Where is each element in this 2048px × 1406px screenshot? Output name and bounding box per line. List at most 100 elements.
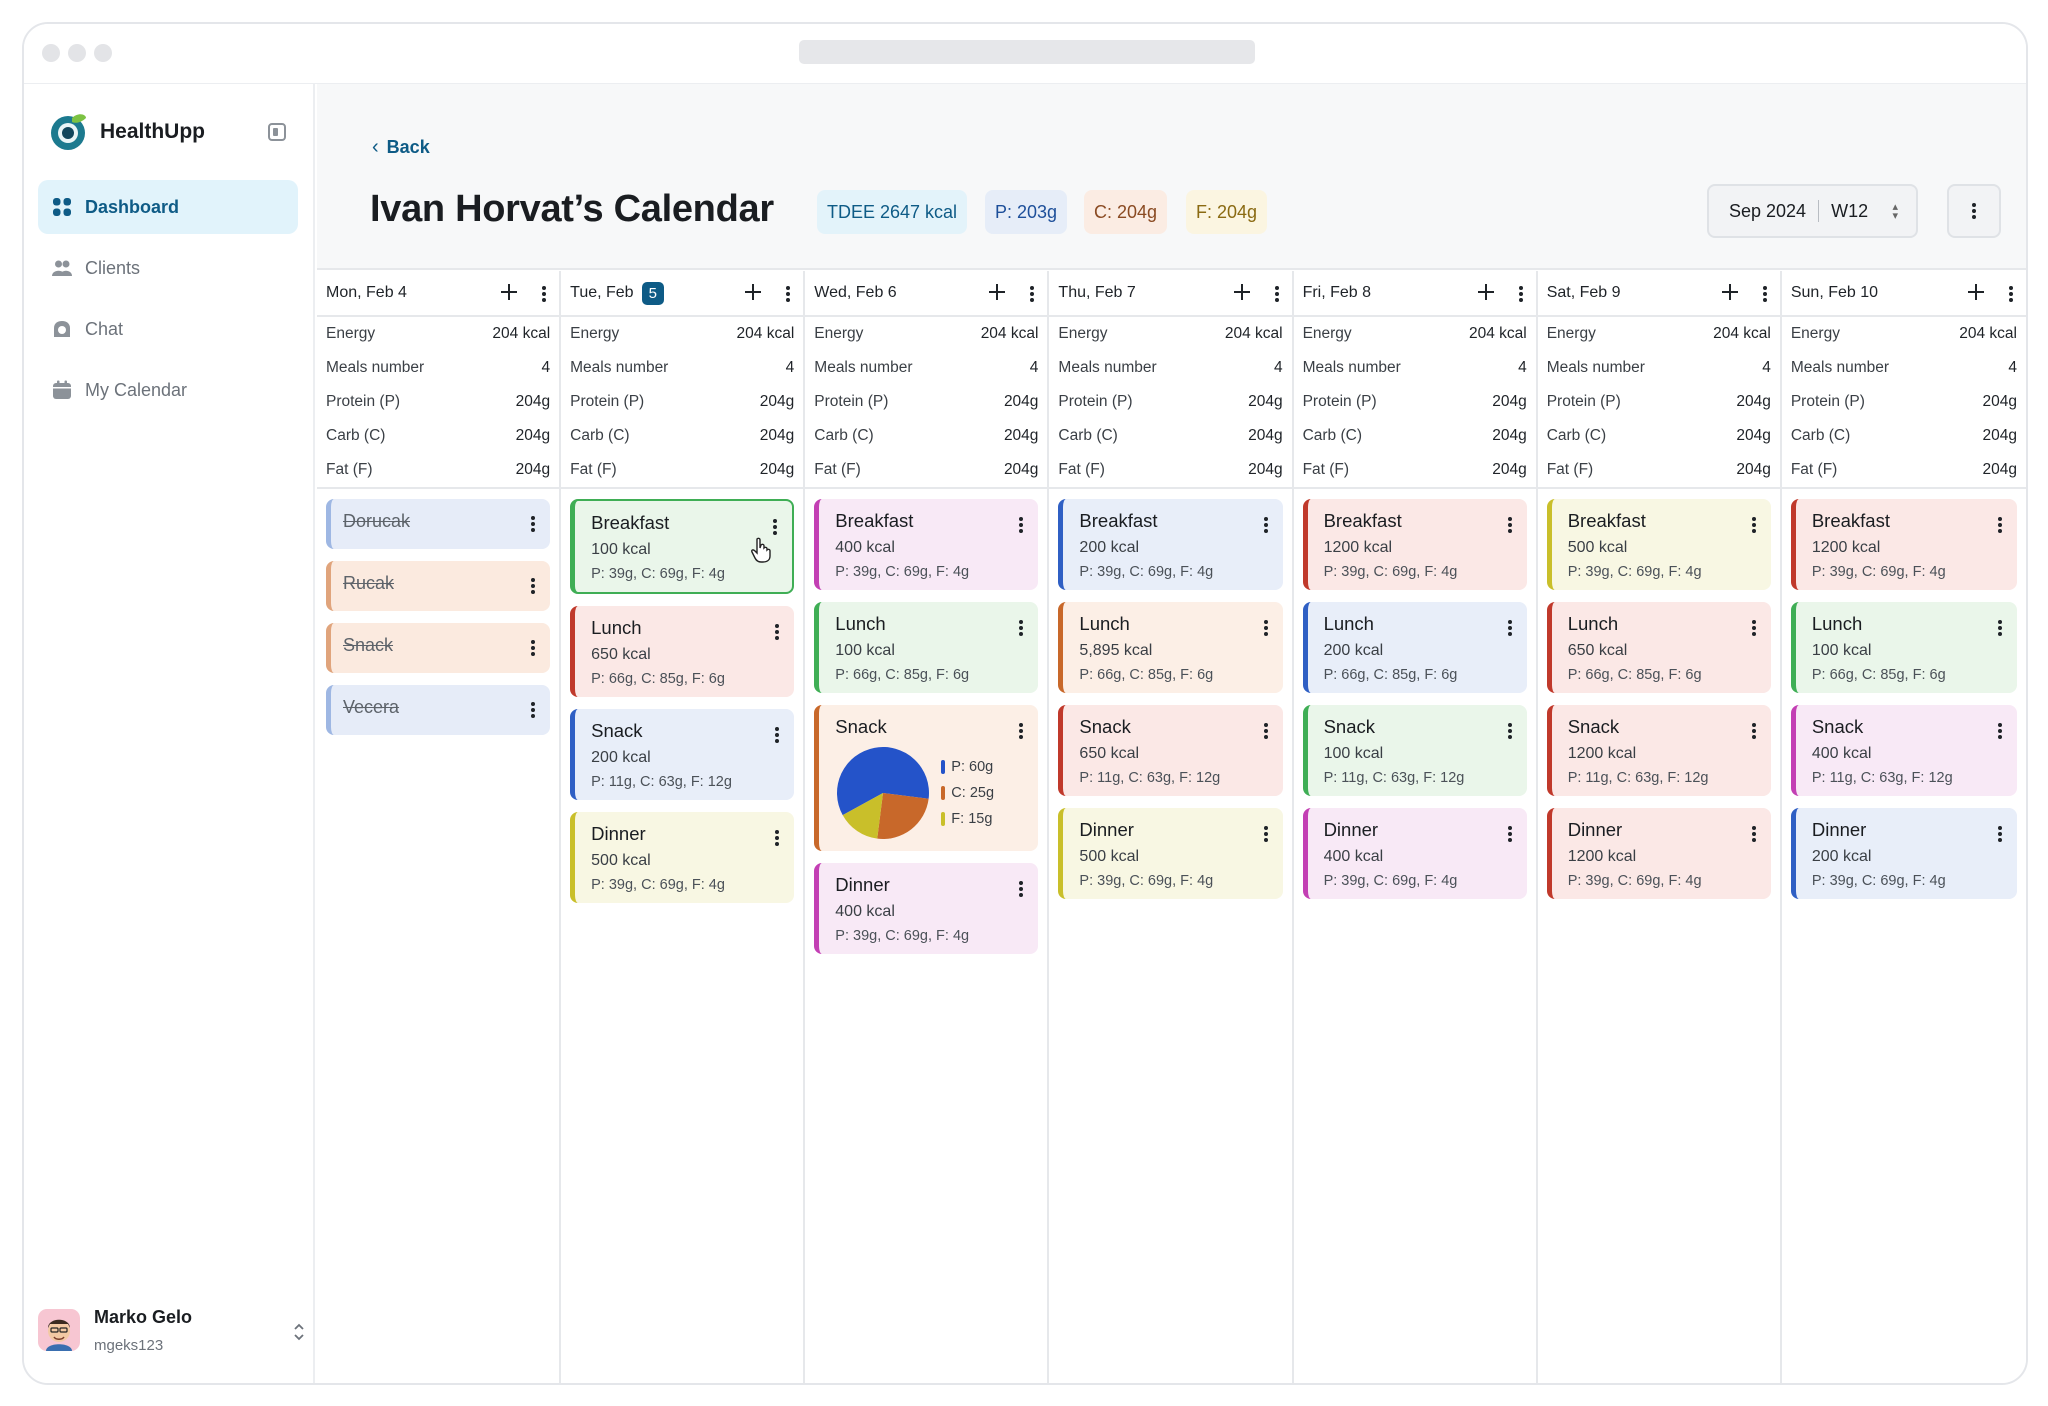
day-options-icon[interactable] (1760, 284, 1770, 304)
minimize-window-dot[interactable] (68, 44, 86, 62)
add-meal-icon[interactable] (1966, 282, 1986, 302)
meal-card[interactable]: Vecera (326, 685, 551, 735)
meal-options-icon[interactable] (1995, 721, 2005, 741)
stat-label: Protein (P) (326, 393, 401, 410)
meal-card[interactable]: Lunch 650 kcal P: 66g, C: 85g, F: 6g (1546, 602, 1771, 693)
add-meal-icon[interactable] (1720, 282, 1740, 302)
day-options-icon[interactable] (2006, 284, 2016, 304)
meal-card[interactable]: Breakfast 100 kcal P: 39g, C: 69g, F: 4g (570, 499, 795, 594)
add-meal-icon[interactable] (499, 282, 519, 302)
add-meal-icon[interactable] (1232, 282, 1252, 302)
meal-card[interactable]: Snack 100 kcal P: 11g, C: 63g, F: 12g (1302, 705, 1527, 796)
meal-options-icon[interactable] (1016, 618, 1026, 638)
protein-badge: P: 203g (985, 190, 1068, 234)
sidebar-item-clients[interactable]: Clients (38, 241, 298, 295)
meal-options-icon[interactable] (1505, 515, 1515, 535)
day-options-icon[interactable] (1272, 284, 1282, 304)
meal-options-icon[interactable] (1261, 618, 1271, 638)
meal-options-icon[interactable] (528, 576, 538, 596)
close-window-dot[interactable] (42, 44, 60, 62)
meal-card[interactable]: Lunch 100 kcal P: 66g, C: 85g, F: 6g (1790, 602, 2017, 693)
meal-kcal: 400 kcal (1811, 745, 1872, 762)
meal-options-icon[interactable] (1505, 618, 1515, 638)
meal-card[interactable]: Breakfast 500 kcal P: 39g, C: 69g, F: 4g (1546, 499, 1771, 590)
sidebar-item-dashboard[interactable]: Dashboard (38, 180, 298, 234)
meal-card[interactable]: Dinner 1200 kcal P: 39g, C: 69g, F: 4g (1546, 808, 1771, 899)
meal-card[interactable]: Lunch 5,895 kcal P: 66g, C: 85g, F: 6g (1058, 602, 1283, 693)
meal-card[interactable]: Breakfast 200 kcal P: 39g, C: 69g, F: 4g (1058, 499, 1283, 590)
stat-row: Energy 204 kcal (1303, 317, 1527, 351)
meal-options-icon[interactable] (1995, 824, 2005, 844)
add-meal-icon[interactable] (987, 282, 1007, 302)
meal-options-icon[interactable] (1016, 515, 1026, 535)
stat-value: 204g (759, 393, 795, 410)
meal-options-icon[interactable] (1016, 721, 1026, 741)
day-options-icon[interactable] (1516, 284, 1526, 304)
meal-card[interactable]: Snack 1200 kcal P: 11g, C: 63g, F: 12g (1546, 705, 1771, 796)
sidebar-item-chat[interactable]: Chat (38, 302, 298, 356)
add-meal-icon[interactable] (1476, 282, 1496, 302)
meal-options-icon[interactable] (528, 514, 538, 534)
meal-options-icon[interactable] (772, 828, 782, 848)
meal-options-icon[interactable] (770, 517, 780, 537)
back-link[interactable]: ‹ Back (372, 136, 430, 159)
stat-value: 204g (1736, 461, 1771, 478)
meal-card[interactable]: Snack 400 kcal P: 11g, C: 63g, F: 12g (1790, 705, 2017, 796)
meal-options-icon[interactable] (772, 622, 782, 642)
meal-card[interactable]: Snack 650 kcal P: 11g, C: 63g, F: 12g (1058, 705, 1283, 796)
meal-options-icon[interactable] (1261, 824, 1271, 844)
meal-card[interactable]: Snack P: 60g C: 25g F: 15g (814, 705, 1039, 851)
meal-options-icon[interactable] (1505, 721, 1515, 741)
address-bar[interactable] (799, 40, 1255, 64)
meal-card[interactable]: Snack (326, 623, 551, 673)
day-options-icon[interactable] (539, 284, 549, 304)
meal-options-icon[interactable] (1505, 824, 1515, 844)
meal-card[interactable]: Breakfast 1200 kcal P: 39g, C: 69g, F: 4g (1302, 499, 1527, 590)
meal-card[interactable]: Dinner 500 kcal P: 39g, C: 69g, F: 4g (1058, 808, 1283, 899)
meal-name: Dinner (1567, 819, 1623, 840)
meal-options-icon[interactable] (1016, 879, 1026, 899)
meal-card[interactable]: Dorucak (326, 499, 551, 549)
meal-options-icon[interactable] (1261, 721, 1271, 741)
meal-options-icon[interactable] (1749, 618, 1759, 638)
day-options-icon[interactable] (783, 284, 793, 304)
stat-row: Fat (F) 204g (326, 453, 550, 487)
meal-card[interactable]: Lunch 100 kcal P: 66g, C: 85g, F: 6g (814, 602, 1039, 693)
meal-card[interactable]: Breakfast 400 kcal P: 39g, C: 69g, F: 4g (814, 499, 1039, 590)
meal-options-icon[interactable] (528, 700, 538, 720)
meal-card[interactable]: Snack 200 kcal P: 11g, C: 63g, F: 12g (570, 709, 795, 800)
meal-options-icon[interactable] (1749, 721, 1759, 741)
meal-card[interactable]: Rucak (326, 561, 551, 611)
stat-value: 204g (1492, 427, 1527, 444)
meal-name: Dinner (1079, 819, 1134, 840)
period-select[interactable]: Sep 2024 W12 ▴ ▾ (1707, 184, 1918, 238)
meal-card[interactable]: Lunch 200 kcal P: 66g, C: 85g, F: 6g (1302, 602, 1527, 693)
meal-options-icon[interactable] (528, 638, 538, 658)
maximize-window-dot[interactable] (94, 44, 112, 62)
stat-label: Energy (814, 325, 864, 342)
meal-options-icon[interactable] (1995, 515, 2005, 535)
meal-card[interactable]: Lunch 650 kcal P: 66g, C: 85g, F: 6g (570, 606, 795, 697)
meal-card[interactable]: Dinner 400 kcal P: 39g, C: 69g, F: 4g (814, 863, 1039, 954)
sidebar-item-my-calendar[interactable]: My Calendar (38, 363, 298, 417)
day-options-icon[interactable] (1027, 284, 1037, 304)
meal-options-icon[interactable] (1749, 515, 1759, 535)
add-meal-icon[interactable] (743, 282, 763, 302)
meal-options-icon[interactable] (772, 725, 782, 745)
collapse-sidebar-icon[interactable] (268, 123, 286, 141)
more-options-button[interactable] (1947, 184, 2001, 238)
meal-card[interactable]: Dinner 400 kcal P: 39g, C: 69g, F: 4g (1302, 808, 1527, 899)
meal-options-icon[interactable] (1261, 515, 1271, 535)
stat-label: Protein (P) (1302, 393, 1377, 410)
meal-card[interactable]: Dinner 500 kcal P: 39g, C: 69g, F: 4g (570, 812, 795, 903)
meal-name: Breakfast (1323, 510, 1402, 531)
user-profile-switcher[interactable]: Marko Gelo mgeks123 (38, 1305, 308, 1361)
meal-macros: P: 11g, C: 63g, F: 12g (1567, 770, 1709, 786)
meal-options-icon[interactable] (1749, 824, 1759, 844)
meal-card[interactable]: Dinner 200 kcal P: 39g, C: 69g, F: 4g (1790, 808, 2017, 899)
meal-card[interactable]: Breakfast 1200 kcal P: 39g, C: 69g, F: 4g (1790, 499, 2017, 590)
stat-row: Meals number 4 (570, 351, 794, 385)
meal-name: Vecera (343, 697, 400, 717)
meal-options-icon[interactable] (1995, 618, 2005, 638)
tdee-badge: TDEE 2647 kcal (817, 190, 968, 234)
